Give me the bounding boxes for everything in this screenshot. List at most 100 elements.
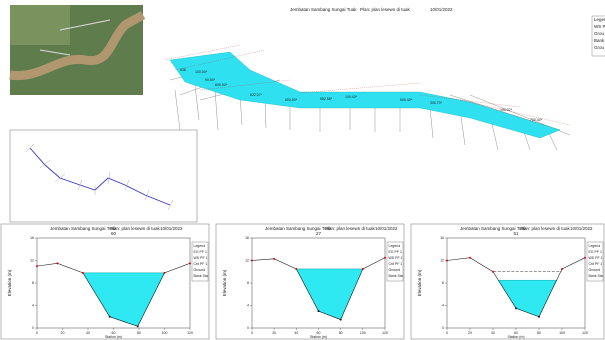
legend-entry: Ground	[389, 268, 401, 272]
panel-station: 60	[111, 231, 117, 236]
panel-date: 10/01/2022	[375, 226, 398, 231]
plan-view	[9, 129, 198, 223]
ground-point	[584, 256, 586, 259]
x-tick-label: 80	[537, 331, 541, 335]
station-label: 90.50*	[205, 78, 216, 82]
panel-plan: Plan: plan lesewn di tuak	[520, 226, 571, 231]
x-tick-label: 120	[582, 331, 588, 335]
legend-entry: WS PF	[594, 24, 605, 29]
x-axis-label: Station (m)	[105, 335, 122, 339]
station-label: 700.40*	[530, 118, 543, 122]
ground-point	[251, 259, 253, 262]
y-tick-label: 0	[32, 326, 34, 330]
legend-entry: Bank Sta	[589, 274, 603, 278]
x-tick-label: 0	[251, 331, 253, 335]
satellite-image	[9, 5, 146, 95]
legend-box	[591, 15, 605, 57]
panel-date: 10/01/2022	[570, 226, 593, 231]
x-tick-label: 0	[36, 331, 38, 335]
y-axis-label: Elevation (m)	[222, 269, 227, 296]
station-label: 582.58*	[320, 97, 333, 101]
legend-entry: WS PF 1	[589, 256, 603, 260]
y-tick-label: 4	[442, 303, 444, 307]
x-tick-label: 0	[446, 331, 448, 335]
y-tick-label: 16	[440, 236, 444, 240]
y-tick-label: 0	[442, 326, 444, 330]
legend-entry: Crit PF 1	[194, 262, 208, 266]
station-label: 500.40*	[400, 98, 413, 102]
ground-point	[136, 325, 139, 328]
legend-entry: Grou	[594, 45, 605, 50]
x-tick-label: 60	[514, 331, 518, 335]
y-tick-label: 12	[245, 258, 249, 262]
legend-entry: Bank Sta	[194, 274, 208, 278]
panel-station: 27	[316, 231, 322, 236]
legend-entry: Bank Sta	[594, 38, 605, 43]
station-label: 100.00*	[195, 70, 208, 74]
legend-entry: Legend	[194, 244, 206, 248]
x-tick-label: 60	[317, 331, 321, 335]
ground-point	[384, 256, 386, 259]
perspective-view	[164, 44, 571, 151]
legend-entry: Ground	[589, 268, 601, 272]
y-tick-label: 8	[442, 281, 444, 285]
y-tick-label: 8	[247, 281, 249, 285]
legend-box	[191, 241, 209, 282]
y-tick-label: 4	[32, 303, 34, 307]
x-tick-label: 120	[382, 331, 388, 335]
y-axis-label: Elevation (m)	[7, 269, 12, 296]
station-label: 622.07*	[250, 93, 263, 97]
x-tick-label: 80	[137, 331, 141, 335]
ground-point	[492, 270, 494, 273]
ground-point	[446, 259, 448, 262]
view-date: 10/01/2022	[430, 7, 453, 12]
view-title: Jembatan Sambang Sungai Tuak	[290, 7, 357, 12]
legend-entry: Crit PF 1	[389, 262, 403, 266]
station-label: 603.50*	[285, 98, 298, 102]
legend-entry: Legend	[389, 244, 401, 248]
legend-entry: Legen	[594, 17, 605, 22]
ground-point	[538, 315, 540, 318]
legend-entry: WS PF 1	[194, 256, 208, 260]
ground-point	[339, 318, 342, 321]
ground-point	[273, 257, 276, 260]
legend-box	[586, 241, 604, 282]
station-label: 100.40*	[345, 95, 358, 99]
legend-entry: Legend	[589, 244, 601, 248]
ground-point	[515, 307, 517, 310]
y-tick-label: 0	[247, 326, 249, 330]
legend-entry: Grou	[594, 31, 605, 36]
y-axis-label: Elevation (m)	[417, 269, 422, 296]
station-label: 606	[180, 68, 186, 72]
legend-entry: Bank Sta	[389, 274, 403, 278]
ground-point	[469, 256, 471, 259]
station-label: 690.90*	[215, 83, 228, 87]
view-plan: Plan: plan lesewn di tuak	[360, 7, 411, 12]
y-tick-label: 16	[30, 236, 34, 240]
x-tick-label: 40	[491, 331, 495, 335]
y-tick-label: 12	[30, 258, 34, 262]
legend-entry: WS PF 1	[389, 256, 403, 260]
panel-plan: Plan: plan lesewn di tuak	[325, 226, 376, 231]
x-tick-label: 40	[86, 331, 90, 335]
x-tick-label: 20	[272, 331, 276, 335]
station-label: 300.70*	[430, 101, 443, 105]
y-tick-label: 4	[247, 303, 249, 307]
y-tick-label: 16	[245, 236, 249, 240]
panel-plan: Plan: plan lesewn di tuak	[110, 226, 161, 231]
x-tick-label: 80	[339, 331, 343, 335]
x-tick-label: 100	[559, 331, 565, 335]
ground-point	[108, 315, 111, 318]
x-tick-label: 100	[162, 331, 168, 335]
panel-title: Jembatan Sambang Sungai Tuak	[265, 226, 332, 231]
x-axis-label: Station (m)	[507, 335, 524, 339]
ground-point	[361, 267, 364, 270]
panel-title: Jembatan Sambang Sungai Tuak	[460, 226, 527, 231]
legend-entry: Ground	[194, 268, 206, 272]
y-tick-label: 12	[440, 258, 444, 262]
x-tick-label: 60	[112, 331, 116, 335]
legend-entry: EG PF 1	[389, 250, 402, 254]
legend-box	[386, 241, 404, 282]
ground-point	[317, 310, 320, 313]
